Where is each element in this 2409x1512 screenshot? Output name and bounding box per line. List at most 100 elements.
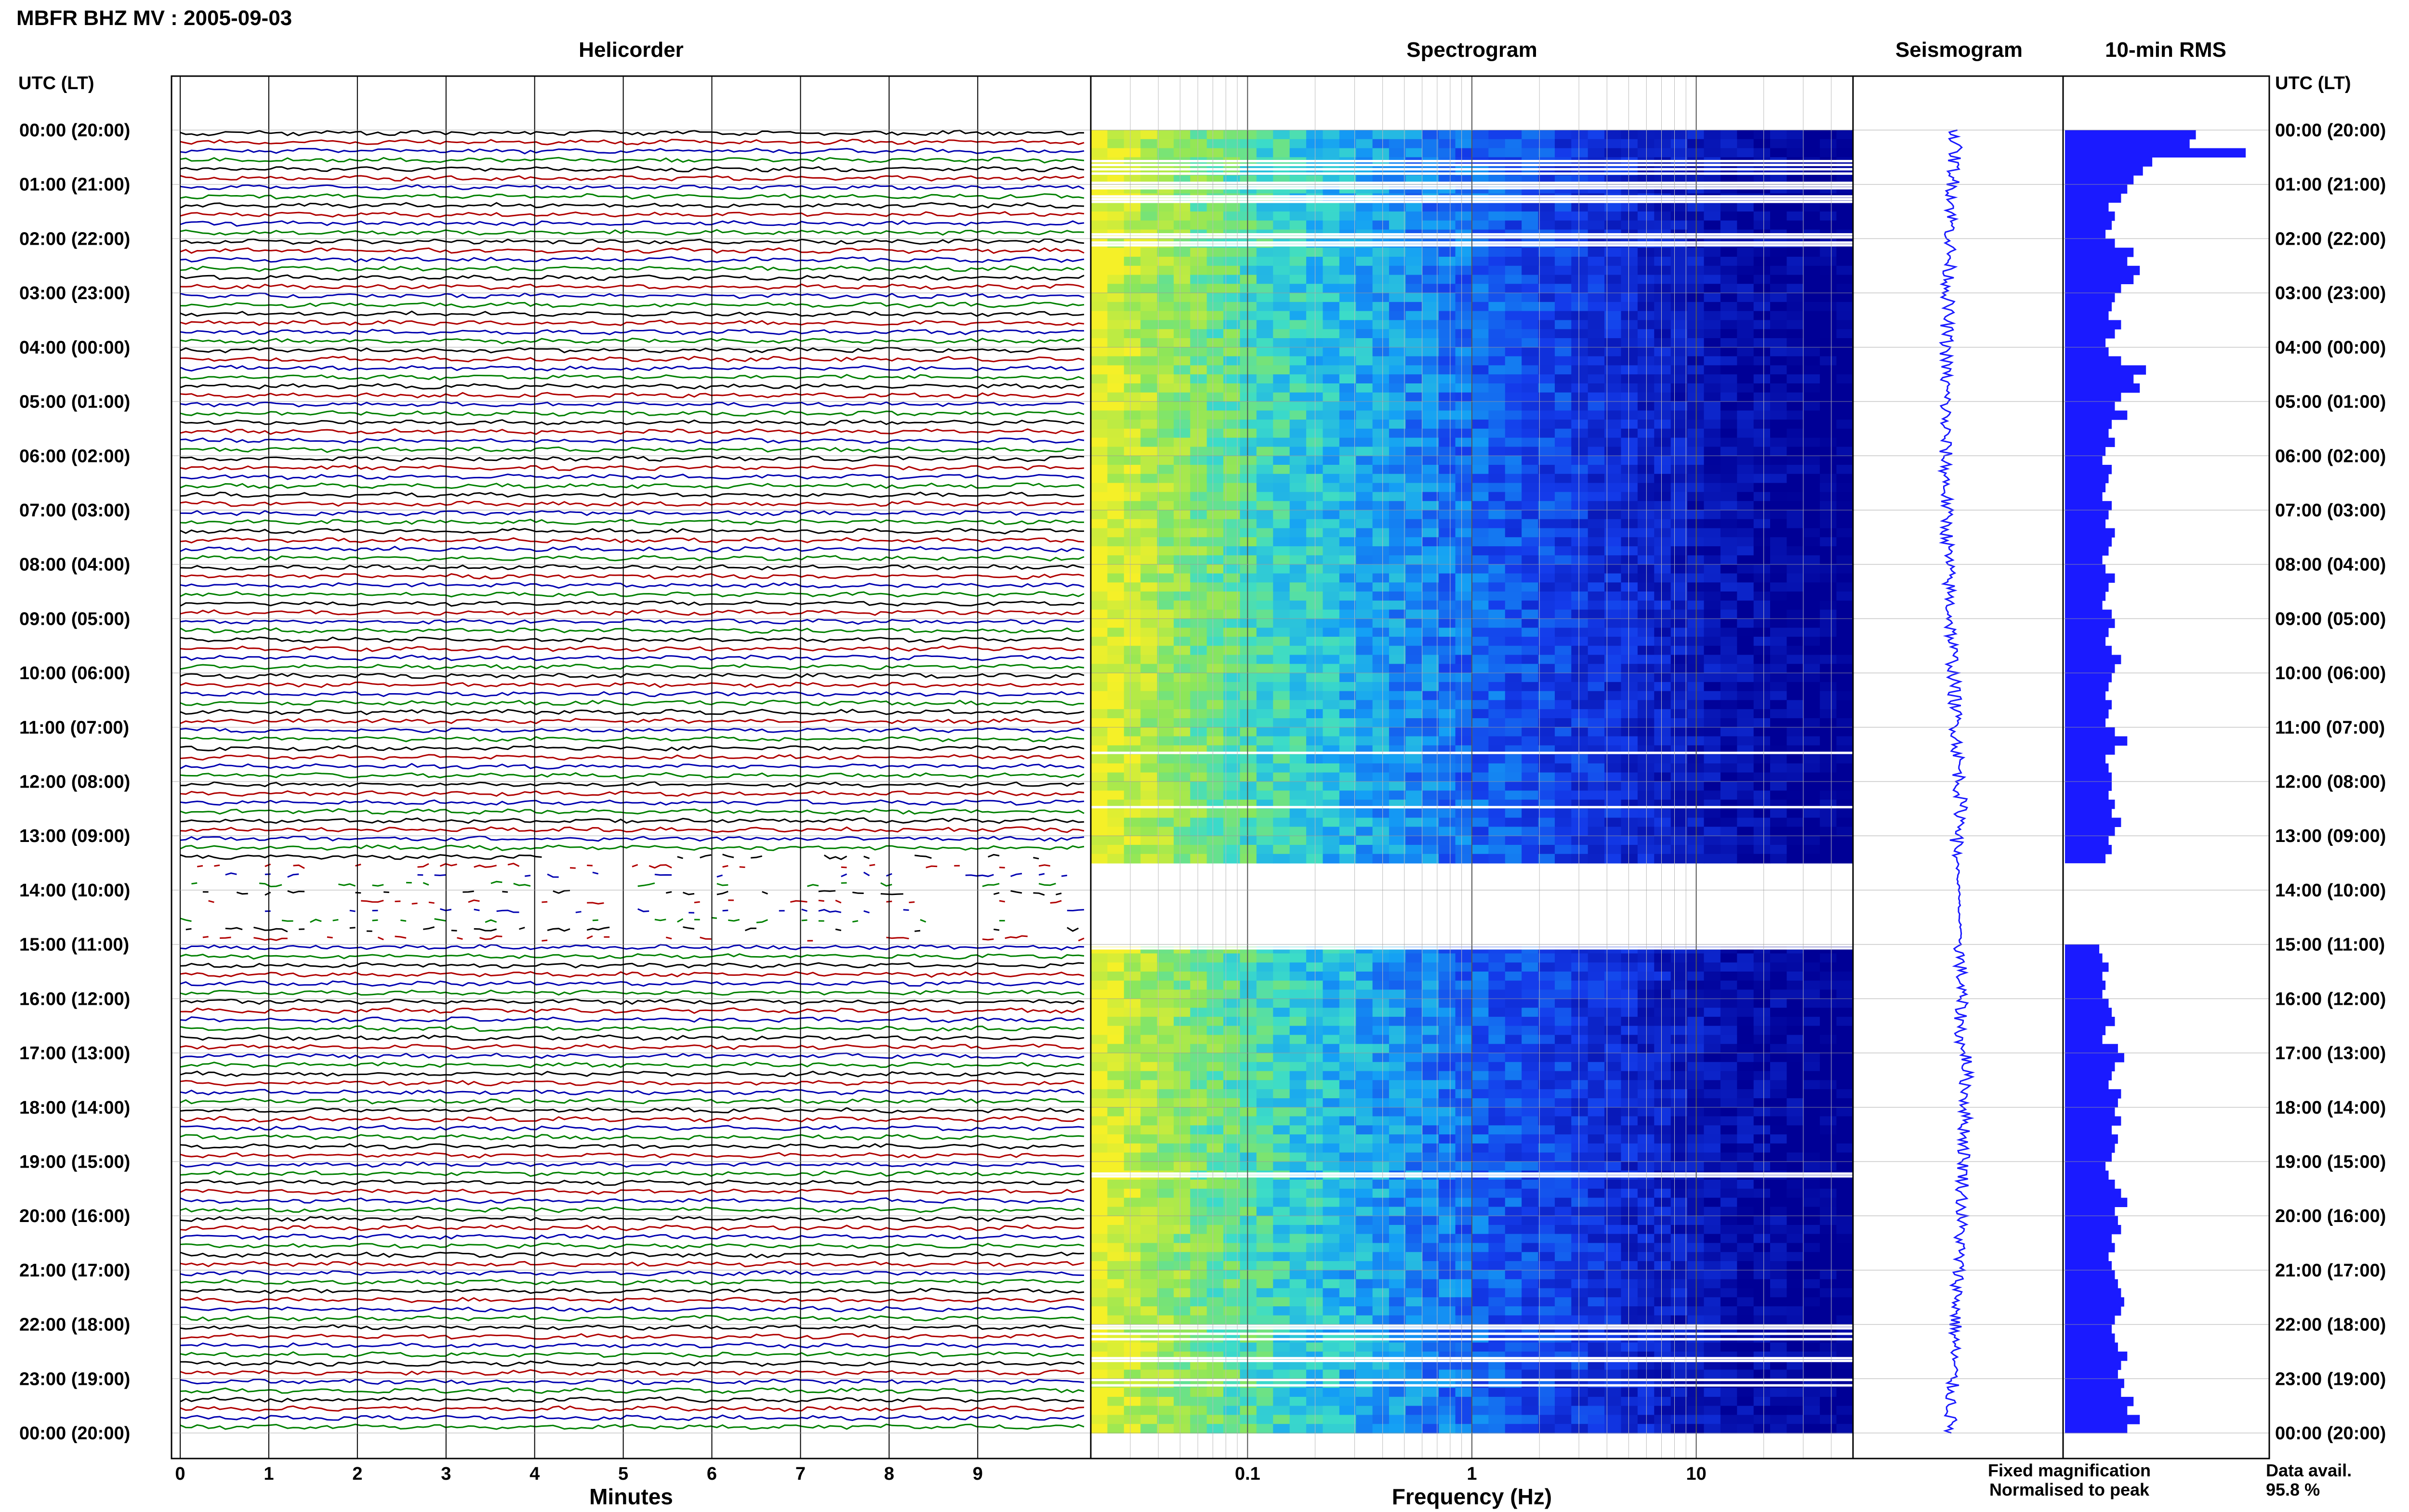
spectrogram-cell (1538, 1161, 1555, 1171)
spectrogram-cell (1472, 673, 1489, 683)
spectrogram-cell (1091, 673, 1108, 683)
spectrogram-cell (1472, 989, 1489, 999)
spectrogram-cell (1190, 763, 1207, 773)
spectrogram-cell (1439, 1044, 1456, 1054)
spectrogram-cell (1820, 573, 1837, 583)
spectrogram-cell (1422, 220, 1440, 230)
spectrogram-cell (1240, 275, 1257, 285)
spectrogram-cell (1505, 682, 1522, 692)
spectrogram-cell (1339, 401, 1357, 411)
spectrogram-cell (1637, 1098, 1655, 1108)
spectrogram-cell (1422, 1180, 1440, 1189)
spectrogram-cell (1157, 628, 1174, 637)
spectrogram-cell (1372, 854, 1390, 864)
spectrogram-cell (1157, 691, 1174, 701)
spectrogram-cell (1422, 827, 1440, 837)
spectrogram-cell (1091, 501, 1108, 511)
spectrogram-cell (1670, 582, 1688, 592)
spectrogram-cell (1770, 320, 1787, 330)
spectrogram-cell (1157, 1071, 1174, 1081)
spectrogram-cell (1157, 284, 1174, 294)
spectrogram-cell (1637, 980, 1655, 990)
spectrogram-cell (1654, 1026, 1671, 1036)
spectrogram-cell (1753, 1116, 1771, 1126)
spectrogram-cell (1206, 275, 1224, 285)
spectrogram-cell (1273, 1008, 1290, 1017)
spectrogram-cell (1223, 808, 1241, 818)
spectrogram-cell (1124, 302, 1141, 312)
spectrogram-cell (1240, 1089, 1257, 1099)
spectrogram-cell (1273, 293, 1290, 302)
spectrogram-cell (1289, 365, 1307, 375)
spectrogram-cell (1538, 1016, 1555, 1026)
spectrogram-cell (1140, 564, 1158, 574)
spectrogram-cell (1787, 338, 1804, 348)
spectrogram-cell (1637, 456, 1655, 466)
spectrogram-cell (1538, 465, 1555, 474)
spectrogram-cell (1223, 573, 1241, 583)
spectrogram-cell (1704, 311, 1721, 321)
spectrogram-cell (1836, 1125, 1853, 1135)
spectrogram-cell (1720, 582, 1738, 592)
spectrogram-cell (1356, 492, 1373, 502)
spectrogram-cell (1654, 1161, 1671, 1171)
spectrogram-cell (1670, 483, 1688, 493)
spectrogram-cell (1820, 347, 1837, 357)
spectrogram-cell (1704, 329, 1721, 339)
spectrogram-cell (1356, 139, 1373, 149)
spectrogram-cell (1720, 836, 1738, 845)
spectrogram-cell (1190, 1071, 1207, 1081)
spectrogram-cell (1604, 999, 1622, 1009)
spectrogram-cell (1306, 510, 1324, 520)
spectrogram-cell (1753, 691, 1771, 701)
spectrogram-cell (1472, 691, 1489, 701)
spectrogram-cell (1770, 555, 1787, 565)
spectrogram-cell (1538, 763, 1555, 773)
spectrogram-cell (1836, 817, 1853, 828)
spectrogram-cell (1737, 437, 1754, 447)
spectrogram-cell (1505, 600, 1522, 610)
spectrogram-cell (1588, 257, 1605, 266)
spectrogram-cell (1206, 600, 1224, 610)
spectrogram-cell (1737, 510, 1754, 520)
spectrogram-cell (1273, 980, 1290, 990)
spectrogram-cell (1356, 1143, 1373, 1153)
spectrogram-cell (1273, 447, 1290, 457)
spectrogram-cell (1455, 727, 1472, 737)
spectrogram-cell (1538, 1035, 1555, 1045)
spectrogram-cell (1223, 492, 1241, 502)
spectrogram-cell (1174, 202, 1191, 212)
spectrogram-cell (1505, 763, 1522, 773)
spectrogram-cell (1190, 827, 1207, 837)
spectrogram-cell (1720, 808, 1738, 818)
spectrogram-cell (1190, 845, 1207, 855)
spectrogram-cell (1389, 1071, 1406, 1081)
spectrogram-cell (1670, 1071, 1688, 1081)
spectrogram-cell (1505, 528, 1522, 538)
spectrogram-cell (1803, 645, 1821, 656)
spectrogram-cell (1820, 1062, 1837, 1072)
spectrogram-cell (1289, 148, 1307, 158)
spectrogram-cell (1289, 483, 1307, 493)
spectrogram-cell (1339, 1035, 1357, 1045)
spectrogram-cell (1422, 356, 1440, 366)
spectrogram-cell (1256, 682, 1274, 692)
spectrogram-cell (1372, 953, 1390, 963)
spectrogram-cell (1737, 962, 1754, 972)
spectrogram-cell (1836, 546, 1853, 556)
spectrogram-cell (1356, 302, 1373, 312)
spectrogram-cell (1439, 664, 1456, 674)
spectrogram-cell (1372, 546, 1390, 556)
spectrogram-cell (1107, 980, 1125, 990)
spectrogram-cell (1405, 211, 1423, 221)
spectrogram-cell (1124, 211, 1141, 221)
spectrogram-cell (1306, 564, 1324, 574)
spectrogram-cell (1753, 501, 1771, 511)
spectrogram-cell (1124, 628, 1141, 637)
spectrogram-cell (1472, 664, 1489, 674)
spectrogram-cell (1372, 1080, 1390, 1090)
spectrogram-cell (1389, 1053, 1406, 1063)
spectrogram-cell (1240, 1143, 1257, 1153)
spectrogram-cell (1820, 1107, 1837, 1117)
